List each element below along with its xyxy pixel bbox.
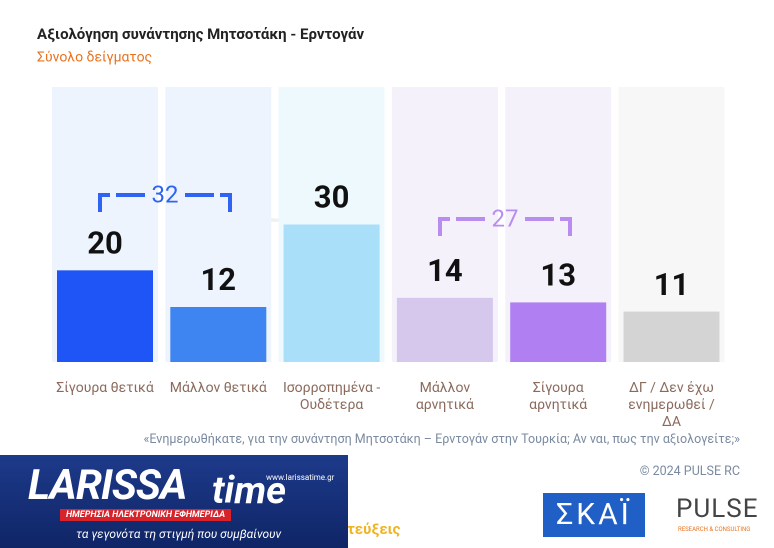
bar-core	[409, 298, 481, 362]
bar-core	[296, 225, 368, 363]
bar-core	[69, 270, 141, 362]
value-label: 14	[427, 252, 463, 289]
bracket-label: 32	[152, 180, 179, 208]
source: © 2024 PULSE RC	[639, 464, 740, 479]
bracket	[438, 217, 572, 236]
bar-core	[182, 307, 254, 362]
larissa-url: www.larissatime.gr	[266, 473, 335, 482]
partial-text: τεύξεις	[347, 520, 401, 538]
bar	[57, 270, 153, 362]
bar-core	[522, 302, 594, 362]
bar	[510, 302, 607, 362]
x-tick-label: Ισορροπημένα - Ουδέτερα	[282, 380, 381, 413]
value-label: 12	[201, 261, 237, 298]
larissa-logo: LARISSA time www.larissatime.gr ΗΜΕΡΗΣΙΑ…	[0, 455, 348, 548]
value-label: 20	[87, 225, 123, 262]
x-tick-label: Μάλλον αρνητικά	[415, 380, 474, 413]
bar	[283, 224, 380, 362]
bar	[623, 311, 720, 362]
larissa-time: time	[212, 469, 287, 513]
bar-core	[636, 312, 708, 362]
pulse-sub: RESEARCH & CONSULTING	[678, 526, 751, 533]
pulse-logo: PULSE	[676, 494, 759, 524]
x-tick-label: Σίγουρα αρνητικά	[529, 380, 588, 413]
chart-title: Αξιολόγηση συνάντησης Μητσοτάκη - Ερντογ…	[37, 25, 365, 43]
larissa-slogan: τα γεγονότα τη στιγμή που συμβαίνουν	[76, 527, 282, 541]
x-tick-label: Σίγουρα θετικά	[56, 380, 154, 396]
bar	[170, 307, 267, 362]
skai-logo: ΣΚΑΪ	[543, 493, 645, 537]
larissa-brand: LARISSA	[28, 461, 187, 510]
value-label: 11	[654, 266, 690, 303]
x-tick-label: Μάλλον θετικά	[169, 380, 267, 396]
bracket	[98, 193, 232, 212]
x-tick-label: ΔΓ / Δεν έχω ενημερωθεί / ΔΑ	[628, 380, 715, 430]
note: «Ενημερωθήκατε, για την συνάντηση Μητσοτ…	[143, 432, 740, 447]
chart-subtitle: Σύνολο δείγματος	[37, 50, 152, 66]
larissa-tag: ΗΜΕΡΗΣΙΑ ΗΛΕΚΤΡΟΝΙΚΗ ΕΦΗΜΕΡΙΔΑ	[60, 509, 232, 521]
bar	[396, 297, 493, 362]
value-label: 13	[540, 257, 576, 294]
bracket-label: 27	[492, 204, 519, 232]
value-label: 30	[314, 179, 350, 216]
